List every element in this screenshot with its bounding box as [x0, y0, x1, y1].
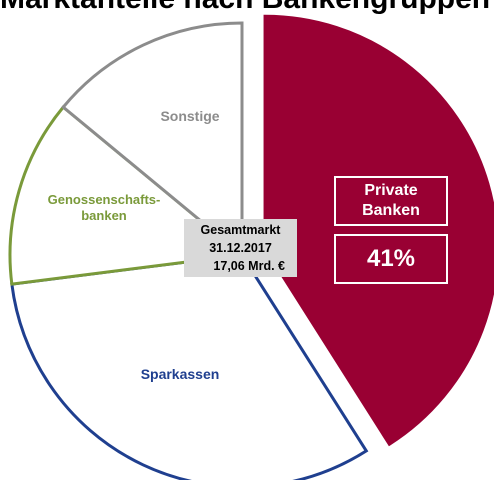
pie-slice-sonstige — [61, 21, 244, 259]
slice-label-genossenschaftsbanken-line2: banken — [81, 208, 127, 224]
total-market-volume: 17,06 Mrd. € — [213, 259, 285, 274]
slice-label-private-banken: Private Banken — [334, 176, 448, 226]
slice-label-sonstige: Sonstige — [160, 108, 220, 124]
slice-value-private-banken: 41% — [334, 234, 448, 284]
total-market-date: 31.12.2017 — [209, 240, 272, 255]
slice-label-genossenschaftsbanken: Genossenschafts- banken — [34, 192, 174, 225]
slice-label-private-line1: Private — [364, 182, 418, 199]
pie-slice-private-banken — [263, 14, 494, 447]
slice-label-sparkassen: Sparkassen — [140, 366, 220, 382]
pie-slice-sparkassen — [10, 253, 369, 485]
slice-label-private-line2: Banken — [362, 202, 420, 219]
total-market-box: Gesamtmarkt 31.12.2017 17,06 Mrd. € — [184, 219, 297, 277]
slice-label-genossenschaftsbanken-line1: Genossenschafts- — [47, 192, 161, 207]
chart-title: Marktanteile nach Bankengruppen - Markt … — [0, 0, 494, 22]
total-market-heading: Gesamtmarkt — [200, 222, 281, 237]
